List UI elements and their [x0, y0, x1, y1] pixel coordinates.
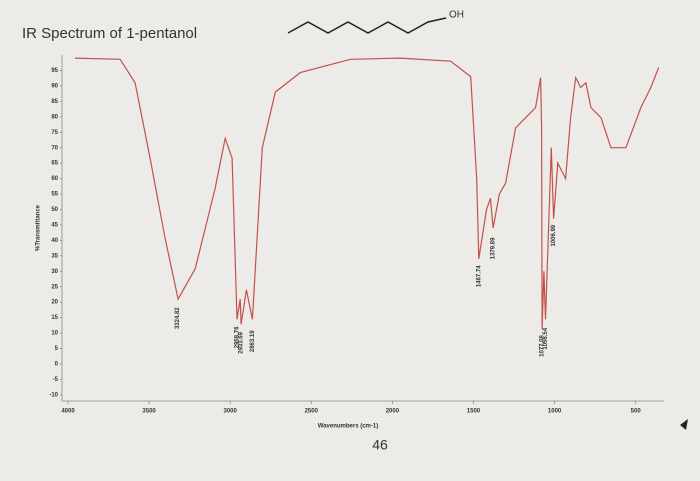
- peak-label: 1056.54: [543, 327, 549, 349]
- y-tick-label: 30: [51, 269, 58, 275]
- molecule-structure: [287, 17, 447, 34]
- molecule-label: OH: [449, 10, 464, 21]
- y-tick-label: 95: [51, 68, 58, 74]
- y-tick-label: 20: [51, 300, 58, 306]
- y-tick-label: 45: [51, 222, 58, 228]
- y-tick-label: 75: [51, 130, 58, 136]
- y-tick-label: 25: [51, 284, 58, 290]
- x-tick-label: 2500: [305, 409, 319, 415]
- y-tick-label: 10: [51, 331, 58, 337]
- y-tick-label: 40: [51, 238, 58, 244]
- y-tick-label: 55: [51, 192, 58, 198]
- y-tick-label: 70: [51, 145, 58, 151]
- y-axis-label: %Transmittance: [36, 204, 42, 251]
- x-tick-label: 1000: [548, 409, 562, 415]
- y-tick-label: 50: [51, 207, 58, 213]
- peak-label: 2863.19: [250, 330, 256, 352]
- x-tick-label: 1500: [467, 409, 481, 415]
- peak-label: 2958.76: [234, 326, 240, 348]
- x-tick-label: 4000: [61, 409, 75, 415]
- y-tick-label: 65: [51, 161, 58, 167]
- y-tick-label: 0: [55, 362, 59, 368]
- y-tick-label: 85: [51, 99, 58, 105]
- y-tick-label: 35: [51, 253, 58, 259]
- peak-label: 2933.69: [238, 331, 244, 353]
- peak-label: 1006.99: [551, 224, 557, 246]
- y-tick-label: 90: [51, 83, 58, 89]
- x-tick-label: 2000: [386, 409, 400, 415]
- peak-label: 3324.82: [175, 307, 181, 329]
- x-tick-label: 3000: [224, 409, 238, 415]
- y-tick-label: 5: [55, 346, 59, 352]
- cursor: [680, 419, 688, 430]
- spectrum-line: [74, 57, 660, 330]
- y-tick-label: -5: [53, 377, 59, 383]
- y-tick-label: 80: [51, 114, 58, 120]
- peak-label: 1467.74: [476, 265, 482, 287]
- x-axis-label: Wavenumbers (cm-1): [318, 424, 378, 430]
- peak-label: 1379.89: [491, 237, 497, 259]
- y-tick-label: 60: [51, 176, 58, 182]
- x-tick-label: 500: [631, 409, 642, 415]
- y-tick-label: 15: [51, 315, 58, 321]
- x-tick-label: 3500: [142, 409, 156, 415]
- y-tick-label: -10: [49, 392, 58, 398]
- peak-label: 1077.08: [540, 335, 546, 357]
- page-number: 46: [372, 437, 388, 453]
- chart-title: IR Spectrum of 1-pentanol: [22, 25, 197, 42]
